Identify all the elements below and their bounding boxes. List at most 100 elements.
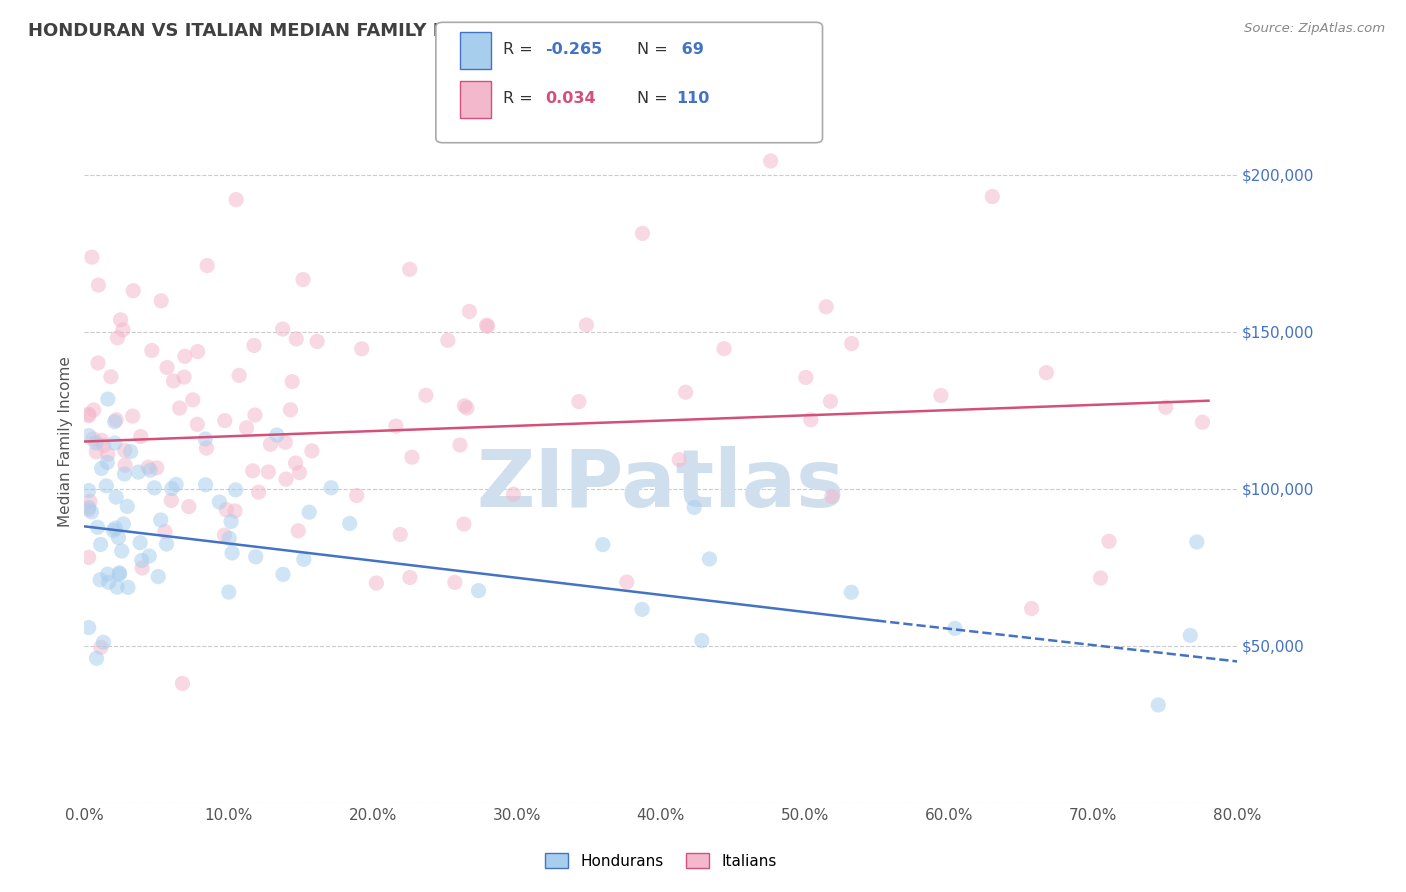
Text: R =: R = (503, 42, 538, 57)
Point (77, 483, 100, 498)
Point (80, 250, 103, 264)
Point (839, 585, 862, 599)
Point (146, 460, 169, 475)
Point (153, 524, 176, 539)
Point (401, 450, 423, 465)
Point (187, 344, 209, 359)
Point (90, 640, 112, 655)
Point (97, 392, 120, 406)
Point (453, 399, 475, 413)
Point (219, 515, 242, 529)
Point (1090, 571, 1112, 585)
Point (89, 573, 111, 587)
Legend: Hondurans, Italians: Hondurans, Italians (538, 847, 783, 875)
Point (195, 441, 218, 455)
Point (683, 500, 706, 515)
Point (149, 513, 172, 527)
Point (575, 318, 598, 332)
Point (477, 319, 499, 334)
Point (631, 227, 654, 241)
Point (155, 537, 177, 551)
Point (1191, 415, 1213, 429)
Point (321, 481, 343, 495)
Point (245, 549, 267, 564)
Y-axis label: Median Family Income: Median Family Income (58, 356, 73, 527)
Point (759, 153, 782, 168)
Point (453, 517, 475, 532)
Point (271, 567, 294, 582)
Point (83, 403, 105, 417)
Point (292, 552, 315, 566)
Text: HONDURAN VS ITALIAN MEDIAN FAMILY INCOME CORRELATION CHART: HONDURAN VS ITALIAN MEDIAN FAMILY INCOME… (28, 22, 734, 40)
Point (120, 444, 142, 458)
Point (162, 374, 184, 388)
Point (1154, 401, 1177, 415)
Point (87, 356, 110, 370)
Point (107, 531, 129, 545)
Point (592, 538, 614, 552)
Point (77, 500, 100, 515)
Point (841, 336, 863, 351)
Point (194, 477, 217, 491)
Point (165, 477, 187, 491)
Point (243, 338, 266, 352)
Text: -0.265: -0.265 (546, 42, 603, 57)
Point (181, 392, 204, 407)
Point (115, 500, 138, 514)
Point (437, 334, 460, 348)
Point (307, 334, 329, 349)
Text: 110: 110 (676, 91, 710, 106)
Point (502, 487, 524, 501)
Point (218, 585, 240, 599)
Point (114, 467, 136, 481)
Point (79, 494, 101, 508)
Point (77, 621, 100, 635)
Point (981, 189, 1004, 203)
Text: 0.034: 0.034 (546, 91, 596, 106)
Point (449, 438, 471, 452)
Point (259, 437, 281, 451)
Point (77, 428, 100, 442)
Point (160, 482, 183, 496)
Point (141, 343, 163, 358)
Point (114, 443, 136, 458)
Point (690, 633, 713, 648)
Point (288, 466, 311, 480)
Point (815, 300, 838, 314)
Point (699, 552, 721, 566)
Point (668, 452, 690, 467)
Point (93, 438, 115, 452)
Point (631, 602, 654, 616)
Point (90, 537, 112, 551)
Point (385, 419, 408, 434)
Point (136, 460, 159, 475)
Point (127, 465, 149, 479)
Point (943, 621, 966, 635)
Point (177, 500, 200, 514)
Point (243, 408, 266, 422)
Point (156, 360, 179, 375)
Point (266, 428, 288, 442)
Point (271, 322, 294, 336)
Point (108, 567, 131, 582)
Point (121, 409, 143, 424)
Point (148, 569, 170, 583)
Point (105, 580, 128, 594)
Point (257, 465, 280, 479)
Point (96, 455, 118, 469)
Point (794, 370, 817, 384)
Point (117, 580, 139, 594)
Point (86, 445, 108, 459)
Text: Source: ZipAtlas.com: Source: ZipAtlas.com (1244, 22, 1385, 36)
Point (298, 505, 321, 519)
Point (114, 458, 136, 472)
Point (292, 272, 315, 286)
Point (467, 583, 489, 598)
Point (97, 447, 120, 461)
Point (160, 493, 183, 508)
Point (111, 323, 134, 337)
Point (215, 502, 238, 516)
Point (138, 549, 160, 563)
Point (111, 544, 134, 558)
Point (172, 676, 194, 690)
